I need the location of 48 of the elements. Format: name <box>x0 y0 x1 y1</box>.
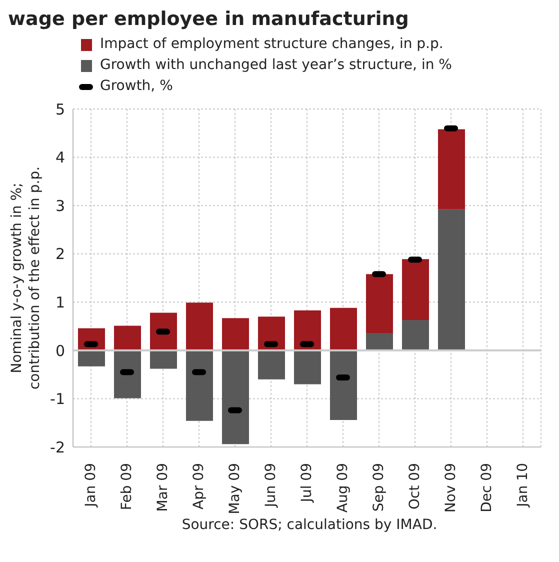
bar <box>150 312 177 350</box>
bar <box>402 320 429 350</box>
source-note: Source: SORS; calculations by IMAD. <box>180 517 438 533</box>
bar <box>366 333 393 350</box>
y-tick-label: 5 <box>55 100 65 118</box>
legend-label: Growth with unchanged last year’s structure, in % <box>100 56 452 75</box>
bar <box>114 326 141 350</box>
x-tick-label: Dec 09 <box>479 463 495 512</box>
bar <box>150 350 177 369</box>
y-tick-label: 0 <box>55 342 65 360</box>
x-tick-label: Aug 09 <box>335 463 351 513</box>
x-tick-label: Mar 09 <box>155 463 171 512</box>
x-tick-label: Feb 09 <box>119 463 135 510</box>
x-tick-label: Jan 09 <box>83 463 99 508</box>
bar <box>114 350 141 398</box>
x-tick-label: Jul 09 <box>299 463 315 504</box>
bar <box>222 350 249 444</box>
bar <box>438 209 465 350</box>
y-tick-label: 4 <box>55 148 65 167</box>
legend-label: Impact of employment structure changes, in p.p. <box>100 35 444 54</box>
bar <box>186 350 213 421</box>
bar <box>330 308 357 350</box>
bar <box>186 302 213 350</box>
y-tick-label: 3 <box>55 196 65 215</box>
y-tick-label: -2 <box>50 438 65 456</box>
legend-label: Growth, % <box>100 77 173 96</box>
x-tick-label: Jun 09 <box>263 463 279 508</box>
bar <box>78 350 105 366</box>
bar <box>258 316 285 350</box>
bar <box>330 350 357 420</box>
x-tick-label: Jan 10 <box>515 463 531 508</box>
bar <box>222 318 249 350</box>
x-tick-label: Oct 09 <box>407 463 423 510</box>
bar <box>294 310 321 350</box>
y-tick-label: 1 <box>55 293 65 312</box>
y-tick-label: -1 <box>50 390 65 408</box>
x-tick-label: May 09 <box>227 463 243 514</box>
bar <box>438 129 465 210</box>
bar <box>294 350 321 384</box>
y-tick-label: 2 <box>55 245 65 264</box>
bar <box>366 274 393 334</box>
y-axis-title: Nominal y-o-y growth in %; contribution of the effect in p.p. <box>9 166 43 390</box>
x-tick-label: Nov 09 <box>443 463 459 513</box>
bar <box>258 350 285 380</box>
x-tick-label: Sep 09 <box>371 463 387 512</box>
x-tick-label: Apr 09 <box>191 463 207 510</box>
chart-title: wage per employee in manufacturing <box>8 8 410 30</box>
bar <box>402 259 429 320</box>
